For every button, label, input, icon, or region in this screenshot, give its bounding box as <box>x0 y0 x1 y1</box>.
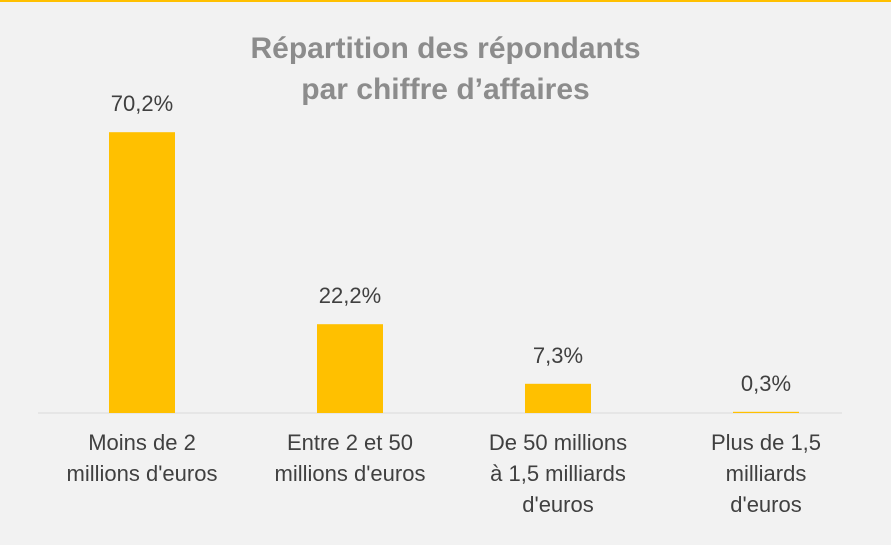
x-tick-label: Moins de 2 millions d'euros <box>66 430 218 486</box>
bar <box>109 132 175 413</box>
data-label: 70,2% <box>110 91 174 117</box>
x-tick-label: Plus de 1,5 milliards d'euros <box>710 430 822 517</box>
bar <box>525 383 591 413</box>
bar <box>733 411 799 413</box>
data-label: 7,3% <box>532 342 584 368</box>
chart-title: Répartition des répondants par chiffre d… <box>250 32 641 106</box>
x-tick-label: Entre 2 et 50 millions d'euros <box>274 430 426 486</box>
x-tick-label: De 50 millions à 1,5 milliards d'euros <box>488 430 628 517</box>
data-label: 0,3% <box>740 370 792 396</box>
bar <box>317 324 383 413</box>
data-label: 22,2% <box>318 283 382 309</box>
top-border <box>0 0 891 2</box>
